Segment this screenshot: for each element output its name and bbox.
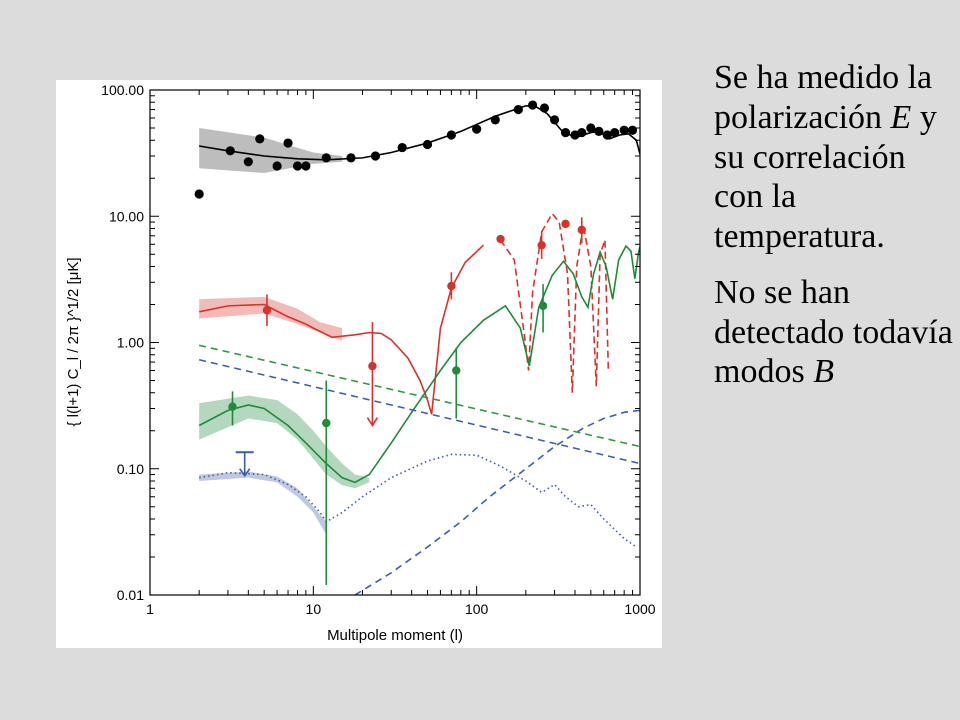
- tt-data-point: [490, 115, 500, 125]
- bb-model-line: [199, 453, 637, 548]
- tt-data-point: [619, 125, 629, 135]
- uncertainty-bands: [199, 128, 370, 535]
- y-tick-label: 10.00: [109, 208, 144, 224]
- tt-data-point: [527, 100, 538, 110]
- x-tick-label: 1000: [624, 601, 655, 617]
- bb-lensing-model-line: [354, 409, 640, 595]
- y-tick-label: 1.00: [117, 335, 144, 351]
- te-model-line-dashed: [499, 212, 610, 393]
- ee-data-point: [322, 418, 331, 428]
- te-model-line: [199, 244, 484, 415]
- foreground-blue-model-line: [198, 358, 640, 465]
- ee-model-line: [198, 243, 640, 484]
- tt-band: [199, 128, 343, 174]
- side-text: Se ha medido la polarización E y su corr…: [714, 58, 954, 408]
- te-band: [199, 296, 343, 341]
- x-tick-label: 1: [146, 601, 154, 617]
- tt-data-point: [539, 103, 550, 113]
- caption-not-detected-text: No se han detectado todavía modos: [714, 273, 953, 391]
- tt-data-point: [446, 130, 456, 140]
- tt-data-point: [594, 126, 604, 136]
- tt-data-point: [243, 157, 253, 167]
- te-data-point: [561, 219, 570, 229]
- tt-data-point: [283, 138, 293, 148]
- bb-band: [199, 471, 327, 535]
- tt-data-point: [272, 161, 282, 171]
- ee-data-point: [228, 402, 237, 411]
- tt-data-point: [549, 115, 560, 125]
- caption-measured: Se ha medido la polarización E y su corr…: [714, 58, 954, 257]
- axes: 1 10 100 1000 0.01 0.10 1.00 10.00 100.00: [101, 82, 656, 617]
- ee-data-point: [452, 366, 461, 375]
- te-data-point: [368, 361, 377, 371]
- y-tick-label: 100.00: [101, 82, 144, 98]
- tt-data-point: [194, 189, 204, 199]
- tt-data-point: [513, 104, 523, 115]
- y-tick-label: 0.10: [117, 461, 144, 477]
- tt-data-point: [627, 125, 638, 135]
- tt-data-point: [370, 151, 381, 161]
- tt-data-point: [397, 142, 407, 153]
- tt-data-point: [292, 161, 303, 171]
- te-data-point: [537, 240, 546, 250]
- tt-data-point: [346, 153, 356, 163]
- tt-data-point: [577, 127, 587, 138]
- tt-data-point: [225, 146, 235, 156]
- ee-data-point: [538, 301, 548, 311]
- tt-data-point: [301, 161, 311, 171]
- caption-not-detected-b-mode: B: [813, 353, 834, 391]
- y-axis-label: { l(l+1) C_l / 2π }^1/2 [μK]: [65, 257, 82, 426]
- x-axis-label: Multipole moment (l): [327, 627, 463, 644]
- te-data-point: [262, 306, 272, 315]
- te-data-point: [447, 281, 456, 291]
- tt-data-point: [472, 124, 482, 134]
- caption-measured-text-a: Se ha medido la polarización: [714, 59, 933, 136]
- foreground-green-model-line: [198, 344, 640, 448]
- tt-data-point: [602, 130, 612, 140]
- te-upper-limit-arrow: [366, 417, 379, 428]
- caption-not-detected: No se han detectado todavía modos B: [714, 273, 954, 392]
- caption-measured-e-mode: E: [890, 98, 912, 136]
- tt-data-point: [560, 127, 571, 138]
- y-tick-label: 0.01: [117, 587, 144, 603]
- te-data-point: [496, 234, 505, 244]
- chart-card: 1 10 100 1000 0.01 0.10 1.00 10.00 100.00 Multip…: [56, 80, 662, 648]
- data-points: [194, 100, 638, 586]
- tt-data-point: [422, 139, 433, 150]
- tt-data-point: [321, 153, 331, 163]
- power-spectrum-chart: 1 10 100 1000 0.01 0.10 1.00 10.00 100.00 Multip…: [65, 82, 656, 644]
- caption-measured-text-b: y su correlación con la temperatura.: [714, 98, 937, 256]
- tt-data-point: [255, 134, 265, 144]
- te-data-point: [577, 225, 586, 235]
- tt-data-point: [586, 123, 596, 133]
- x-tick-label: 100: [465, 601, 489, 617]
- model-curves: [198, 104, 640, 595]
- x-tick-label: 10: [306, 601, 322, 617]
- bb-upper-limit-arrow: [239, 468, 251, 478]
- tt-data-point: [610, 127, 620, 138]
